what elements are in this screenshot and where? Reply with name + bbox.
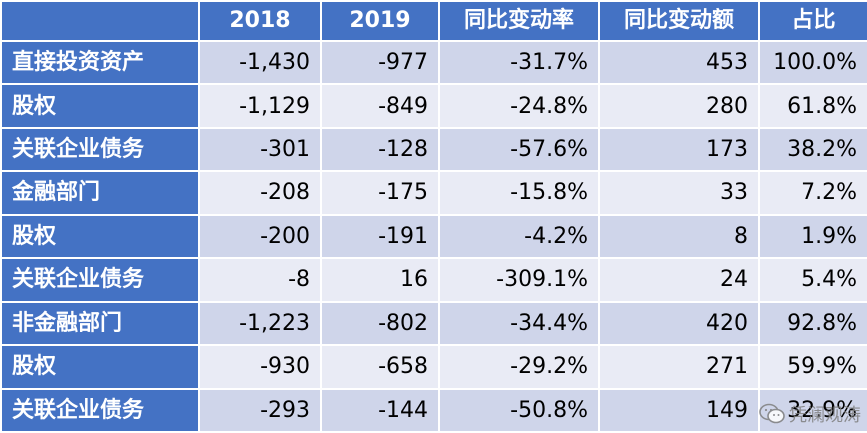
cell-yoy-rate: -57.6% [438,126,600,173]
cell-2019: -144 [320,387,440,433]
cell-share: 61.8% [758,83,867,129]
table-row: 关联企业债务 -301 -128 -57.6% 173 38.2% [0,126,867,173]
cell-yoy-amount: 453 [598,39,760,86]
cell-yoy-rate: -309.1% [438,257,600,303]
cell-yoy-amount: 173 [598,126,760,173]
cell-yoy-rate: -24.8% [438,83,600,129]
cell-2018: -208 [198,170,322,216]
row-label: 非金融部门 [0,300,200,347]
cell-2018: -1,223 [198,300,322,347]
cell-yoy-rate: -4.2% [438,213,600,260]
cell-yoy-amount: 149 [598,387,760,433]
cell-2019: -977 [320,39,440,86]
cell-yoy-amount: 8 [598,213,760,260]
header-yoy-amount: 同比变动额 [598,0,760,42]
row-label: 关联企业债务 [0,257,200,303]
row-label: 股权 [0,83,200,129]
cell-yoy-amount: 420 [598,300,760,347]
table-row: 直接投资资产 -1,430 -977 -31.7% 453 100.0% [0,39,867,86]
watermark: 凭澜观涛 [759,401,861,427]
header-row: 2018 2019 同比变动率 同比变动额 占比 [0,0,867,42]
watermark-text: 凭澜观涛 [789,405,861,426]
cell-2019: -849 [320,83,440,129]
cell-2018: -8 [198,257,322,303]
cell-yoy-rate: -29.2% [438,344,600,390]
header-2019: 2019 [320,0,440,42]
cell-yoy-amount: 33 [598,170,760,216]
row-label: 股权 [0,213,200,260]
cell-2018: -930 [198,344,322,390]
cell-2018: -200 [198,213,322,260]
cell-2019: -191 [320,213,440,260]
header-yoy-rate: 同比变动率 [438,0,600,42]
cell-yoy-rate: -15.8% [438,170,600,216]
cell-share: 5.4% [758,257,867,303]
table-row: 关联企业债务 -293 -144 -50.8% 149 32.9% [0,387,867,433]
cell-2019: -175 [320,170,440,216]
header-corner [0,0,200,42]
row-label: 股权 [0,344,200,390]
table-row: 关联企业债务 -8 16 -309.1% 24 5.4% [0,257,867,303]
row-label: 金融部门 [0,170,200,216]
header-2018: 2018 [198,0,322,42]
cell-2019: -802 [320,300,440,347]
cell-yoy-amount: 271 [598,344,760,390]
table-row: 股权 -1,129 -849 -24.8% 280 61.8% [0,83,867,129]
table-row: 股权 -930 -658 -29.2% 271 59.9% [0,344,867,390]
cell-2018: -1,129 [198,83,322,129]
cell-2019: -658 [320,344,440,390]
cell-share: 1.9% [758,213,867,260]
cell-share: 7.2% [758,170,867,216]
cell-2018: -293 [198,387,322,433]
cell-2019: 16 [320,257,440,303]
cell-yoy-rate: -31.7% [438,39,600,86]
table-row: 金融部门 -208 -175 -15.8% 33 7.2% [0,170,867,216]
table-row: 非金融部门 -1,223 -802 -34.4% 420 92.8% [0,300,867,347]
cell-yoy-amount: 280 [598,83,760,129]
cell-yoy-amount: 24 [598,257,760,303]
row-label: 关联企业债务 [0,387,200,433]
cell-yoy-rate: -34.4% [438,300,600,347]
cell-share: 59.9% [758,344,867,390]
cell-share: 92.8% [758,300,867,347]
table-row: 股权 -200 -191 -4.2% 8 1.9% [0,213,867,260]
cell-2018: -1,430 [198,39,322,86]
cell-yoy-rate: -50.8% [438,387,600,433]
row-label: 关联企业债务 [0,126,200,173]
row-label: 直接投资资产 [0,39,200,86]
cell-share: 38.2% [758,126,867,173]
cell-share: 100.0% [758,39,867,86]
cell-share: 32.9% [758,387,867,433]
header-share: 占比 [758,0,867,42]
cell-2018: -301 [198,126,322,173]
wechat-icon [759,403,785,425]
cell-2019: -128 [320,126,440,173]
